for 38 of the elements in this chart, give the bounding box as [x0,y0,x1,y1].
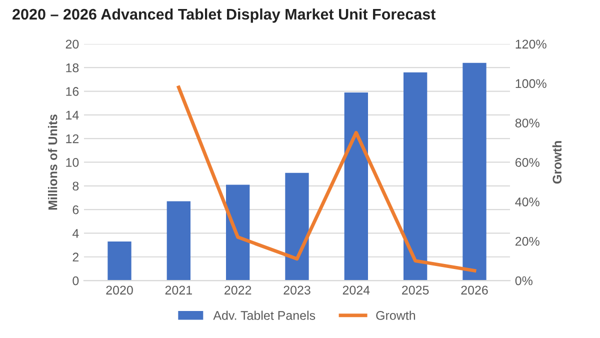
y2-tick-label: 100% [516,79,546,88]
line-series [176,86,476,272]
x-tick-label: 2024 [342,286,370,295]
y-tick-label: 2 [72,252,79,262]
y-tick-label: 0 [72,276,79,286]
x-tick-label: 2026 [461,286,488,295]
y2-tick-label: 40% [515,197,540,206]
y-tick-label: 8 [72,182,79,191]
y-tick-label: 12 [66,134,79,144]
y-tick-label: 4 [72,229,79,238]
y2-tick-label: 0% [515,276,532,286]
y-tick-label: 14 [66,110,79,120]
x-tick-label: 2025 [402,286,429,295]
y2-tick-label: 80% [515,118,540,128]
bar [166,201,190,281]
bar [344,92,368,281]
y2-axis-title: Growth [552,141,562,184]
y-axis-title: Millions of Units [48,114,58,210]
y-tick-label: 6 [72,205,79,214]
x-tick-label: 2023 [284,286,310,295]
x-tick-label: 2022 [224,286,252,295]
y2-tick-label: 60% [515,158,540,167]
y-tick-label: 20 [66,40,79,49]
bar [108,242,132,281]
x-tick-label: 2020 [106,286,133,295]
y-tick-label: 16 [66,87,79,96]
bar [285,172,309,281]
y-tick-label: 18 [66,63,79,72]
legend-label: Adv. Tablet Panels [213,310,316,320]
bar [462,62,486,281]
bar [404,72,428,281]
y2-tick-label: 120% [516,40,546,49]
y2-tick-label: 20% [515,236,540,246]
bar [226,184,250,281]
x-tick-label: 2021 [165,286,192,295]
legend-label: Growth [376,310,416,320]
chart-title: 2020 – 2026 Advanced Tablet Display Market Unit Forecast [12,8,436,23]
y-tick-label: 10 [66,158,79,167]
